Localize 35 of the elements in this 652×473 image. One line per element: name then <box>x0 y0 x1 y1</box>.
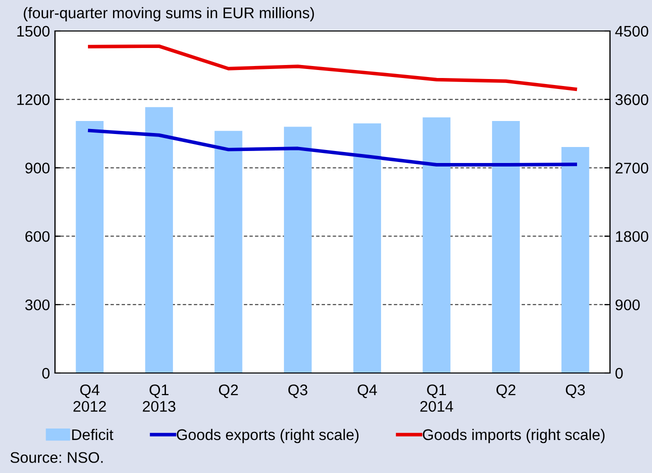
x-tick-label: Q1 2014 <box>420 384 454 412</box>
bar <box>353 123 382 373</box>
y2-tick-label: 2700 <box>616 162 648 174</box>
x-tick-label: Q2 <box>496 384 516 398</box>
x-tick-label: Q3 <box>566 384 585 398</box>
x-tick-label: Q3 <box>288 384 308 398</box>
bar <box>492 121 520 373</box>
legend-label: Goods exports (right scale) <box>176 428 359 444</box>
y-tick-label: 300 <box>25 299 50 310</box>
x-tick-label: Q2 <box>218 384 238 398</box>
y-tick-label: 1200 <box>17 94 50 106</box>
x-tick-label: Q4 2012 <box>73 384 106 412</box>
legend-label: Goods imports (right scale) <box>422 428 605 444</box>
y2-tick-label: 900 <box>616 299 640 310</box>
bar <box>214 130 242 373</box>
y2-tick-label: 3600 <box>615 94 648 106</box>
chart-subtitle: (four-quarter moving sums in EUR millions) <box>24 7 314 22</box>
x-tick-label: Q4 <box>358 384 377 398</box>
line-series <box>88 44 578 91</box>
y-tick-label: 600 <box>25 231 50 242</box>
y2-tick-label: 4500 <box>615 26 648 37</box>
y-tick-label: 1500 <box>17 26 50 37</box>
bar <box>284 126 312 373</box>
y2-tick-label: 1800 <box>616 231 648 242</box>
y2-tick-label: 0 <box>615 368 623 379</box>
bar <box>76 121 104 373</box>
source-note: Source: NSO. <box>10 452 103 463</box>
bar <box>561 147 590 373</box>
y-tick-label: 900 <box>25 162 50 174</box>
bar <box>422 117 450 373</box>
line-series <box>88 128 578 166</box>
y-tick-label: 0 <box>42 368 50 379</box>
bar <box>145 107 173 373</box>
legend-label: Deficit <box>72 428 114 440</box>
x-tick-label: Q1 2013 <box>142 384 176 412</box>
